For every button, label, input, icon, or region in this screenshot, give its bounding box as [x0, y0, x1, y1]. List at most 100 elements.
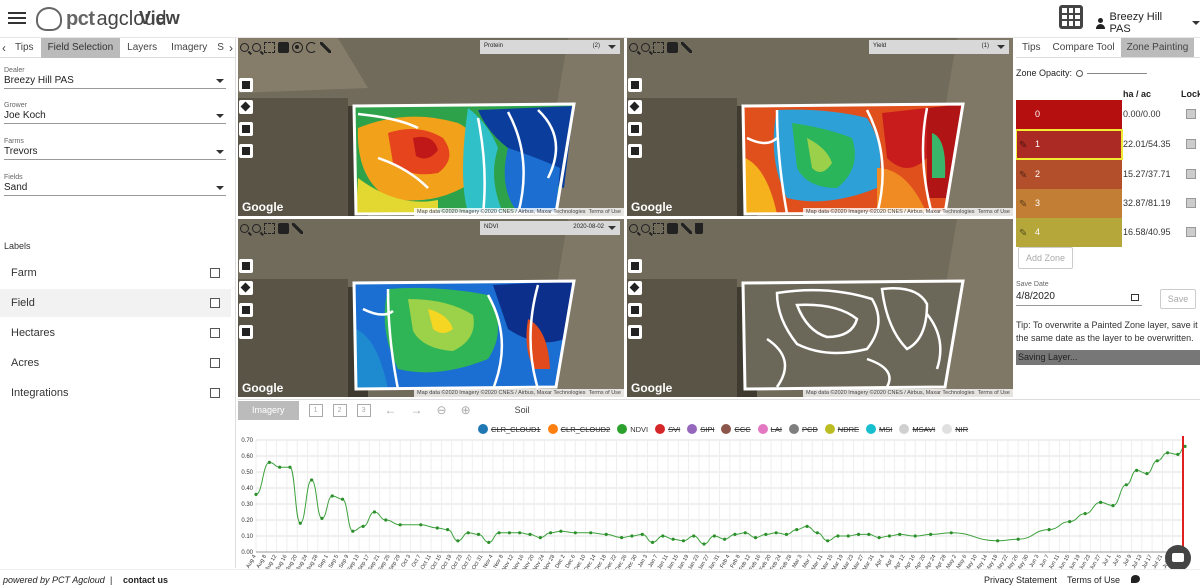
- layers-icon[interactable]: [628, 281, 642, 295]
- save-button[interactable]: Save: [1160, 289, 1196, 309]
- tab-tips[interactable]: Tips: [15, 41, 34, 53]
- legend-item[interactable]: SIPI: [687, 424, 714, 434]
- tab-compare-tool[interactable]: Compare Tool: [1052, 42, 1115, 53]
- dealer-select[interactable]: Dealer Breezy Hill PAS: [4, 67, 226, 89]
- zone-row[interactable]: 0 0.00/0.00: [1016, 100, 1200, 129]
- tab-tips[interactable]: Tips: [1022, 42, 1041, 53]
- fullscreen-icon[interactable]: [653, 41, 664, 53]
- wrench-icon[interactable]: [681, 222, 692, 234]
- zone-color-swatch[interactable]: [1016, 160, 1122, 189]
- image-icon[interactable]: [628, 303, 642, 317]
- view-2-button[interactable]: 2: [332, 403, 347, 417]
- layer-select[interactable]: Yield (1): [869, 40, 1009, 54]
- fields-select[interactable]: Fields Sand: [4, 174, 226, 196]
- view-3-button[interactable]: 3: [356, 403, 371, 417]
- zone-color-swatch[interactable]: [1016, 189, 1122, 218]
- legend-item[interactable]: PCD: [788, 424, 818, 434]
- layer-select[interactable]: NDVI 2020-08-02: [480, 221, 620, 235]
- fullscreen-icon[interactable]: [264, 222, 275, 234]
- arrow-left-icon[interactable]: ←: [384, 403, 397, 417]
- lock-checkbox[interactable]: [1186, 227, 1196, 237]
- map-ndvi[interactable]: NDVI 2020-08-02 Google Map data ©2020 Im…: [238, 219, 624, 397]
- layers-icon[interactable]: [239, 100, 253, 114]
- zone-row[interactable]: ✎ 3 32.87/81.19: [1016, 189, 1200, 218]
- terms-link[interactable]: Terms of Use: [977, 390, 1010, 396]
- zoom-in-icon[interactable]: ⊕: [460, 403, 471, 417]
- paint-brush-icon[interactable]: ✎: [1019, 170, 1028, 181]
- trash-icon[interactable]: [695, 222, 703, 234]
- add-zone-button[interactable]: Add Zone: [1018, 247, 1073, 269]
- zoom-out-icon[interactable]: [641, 42, 650, 52]
- map-icon[interactable]: [628, 259, 642, 273]
- save-date-input[interactable]: 4/8/2020: [1016, 291, 1142, 306]
- map-zone-painting[interactable]: Google Map data ©2020 Imagery ©2020 CNES…: [627, 219, 1013, 397]
- locate-icon[interactable]: [292, 41, 303, 53]
- chart-icon[interactable]: [628, 144, 642, 158]
- wrench-icon[interactable]: [681, 41, 692, 53]
- briefcase-icon[interactable]: [278, 41, 289, 53]
- layers-icon[interactable]: [628, 100, 642, 114]
- zoom-out-icon[interactable]: [641, 223, 650, 233]
- zoom-out-icon[interactable]: [252, 42, 261, 52]
- sync-icon[interactable]: [306, 41, 317, 53]
- privacy-link[interactable]: Privacy Statement: [984, 575, 1058, 585]
- tab-soil[interactable]: Soil: [514, 405, 530, 415]
- fullscreen-icon[interactable]: [264, 41, 275, 53]
- farms-select[interactable]: Farms Trevors: [4, 138, 226, 160]
- zone-row[interactable]: ✎ 1 22.01/54.35: [1016, 129, 1200, 160]
- tab-s[interactable]: S: [217, 41, 224, 53]
- view-1-button[interactable]: 1: [308, 403, 323, 417]
- chart-icon[interactable]: [628, 325, 642, 339]
- zone-row[interactable]: ✎ 4 16.58/40.95: [1016, 218, 1200, 247]
- tab-imagery[interactable]: Imagery: [238, 400, 299, 420]
- legend-item[interactable]: CCC: [721, 424, 751, 434]
- briefcase-icon[interactable]: [667, 41, 678, 53]
- layers-icon[interactable]: [239, 281, 253, 295]
- opacity-slider-handle[interactable]: [1076, 69, 1084, 77]
- lock-checkbox[interactable]: [1186, 139, 1196, 149]
- user-menu[interactable]: Breezy Hill PAS: [1095, 11, 1200, 35]
- calendar-icon[interactable]: [1131, 294, 1139, 301]
- fullscreen-icon[interactable]: [653, 222, 664, 234]
- image-icon[interactable]: [628, 122, 642, 136]
- terms-link[interactable]: Terms of Use: [1067, 575, 1121, 585]
- terms-link[interactable]: Terms of Use: [588, 209, 621, 215]
- legend-item[interactable]: CLR_CLOUD1: [478, 424, 541, 434]
- paint-brush-icon[interactable]: ✎: [1019, 199, 1028, 210]
- legend-item[interactable]: SVI: [655, 424, 680, 434]
- tab-field-selection[interactable]: Field Selection: [40, 37, 121, 58]
- legend-item[interactable]: MSAVI: [899, 424, 935, 434]
- legend-item[interactable]: MSI: [866, 424, 892, 434]
- paint-brush-icon[interactable]: ✎: [1019, 228, 1028, 239]
- terms-link[interactable]: Terms of Use: [977, 209, 1010, 215]
- briefcase-icon[interactable]: [278, 222, 289, 234]
- twitter-icon[interactable]: [1131, 575, 1140, 583]
- acres-checkbox[interactable]: [210, 358, 220, 368]
- zone-color-swatch[interactable]: [1016, 129, 1123, 160]
- legend-item[interactable]: NDVI: [617, 424, 648, 434]
- legend-item[interactable]: NDRE: [824, 424, 859, 434]
- map-protein[interactable]: Protein (2) Google Map data ©2020 Imager…: [238, 38, 624, 216]
- zoom-in-icon[interactable]: [240, 42, 249, 52]
- grower-select[interactable]: Grower Joe Koch: [4, 102, 226, 124]
- zone-color-swatch[interactable]: [1016, 218, 1122, 247]
- integrations-checkbox[interactable]: [210, 388, 220, 398]
- contact-link[interactable]: contact us: [123, 575, 169, 585]
- lock-checkbox[interactable]: [1186, 198, 1196, 208]
- farm-checkbox[interactable]: [210, 268, 220, 278]
- zoom-in-icon[interactable]: [629, 223, 638, 233]
- chart-icon[interactable]: [239, 325, 253, 339]
- wrench-icon[interactable]: [320, 41, 331, 53]
- image-icon[interactable]: [239, 122, 253, 136]
- chart-icon[interactable]: [239, 144, 253, 158]
- opacity-slider-track[interactable]: [1087, 72, 1148, 74]
- image-icon[interactable]: [239, 303, 253, 317]
- zone-row[interactable]: ✎ 2 15.27/37.71: [1016, 160, 1200, 189]
- tabs-prev-icon[interactable]: ‹: [2, 40, 7, 55]
- lock-checkbox[interactable]: [1186, 169, 1196, 179]
- legend-item[interactable]: LAI: [757, 424, 782, 434]
- apps-grid-icon[interactable]: [1059, 5, 1083, 29]
- zoom-in-icon[interactable]: [629, 42, 638, 52]
- zoom-in-icon[interactable]: [240, 223, 249, 233]
- chat-icon[interactable]: [1165, 545, 1191, 571]
